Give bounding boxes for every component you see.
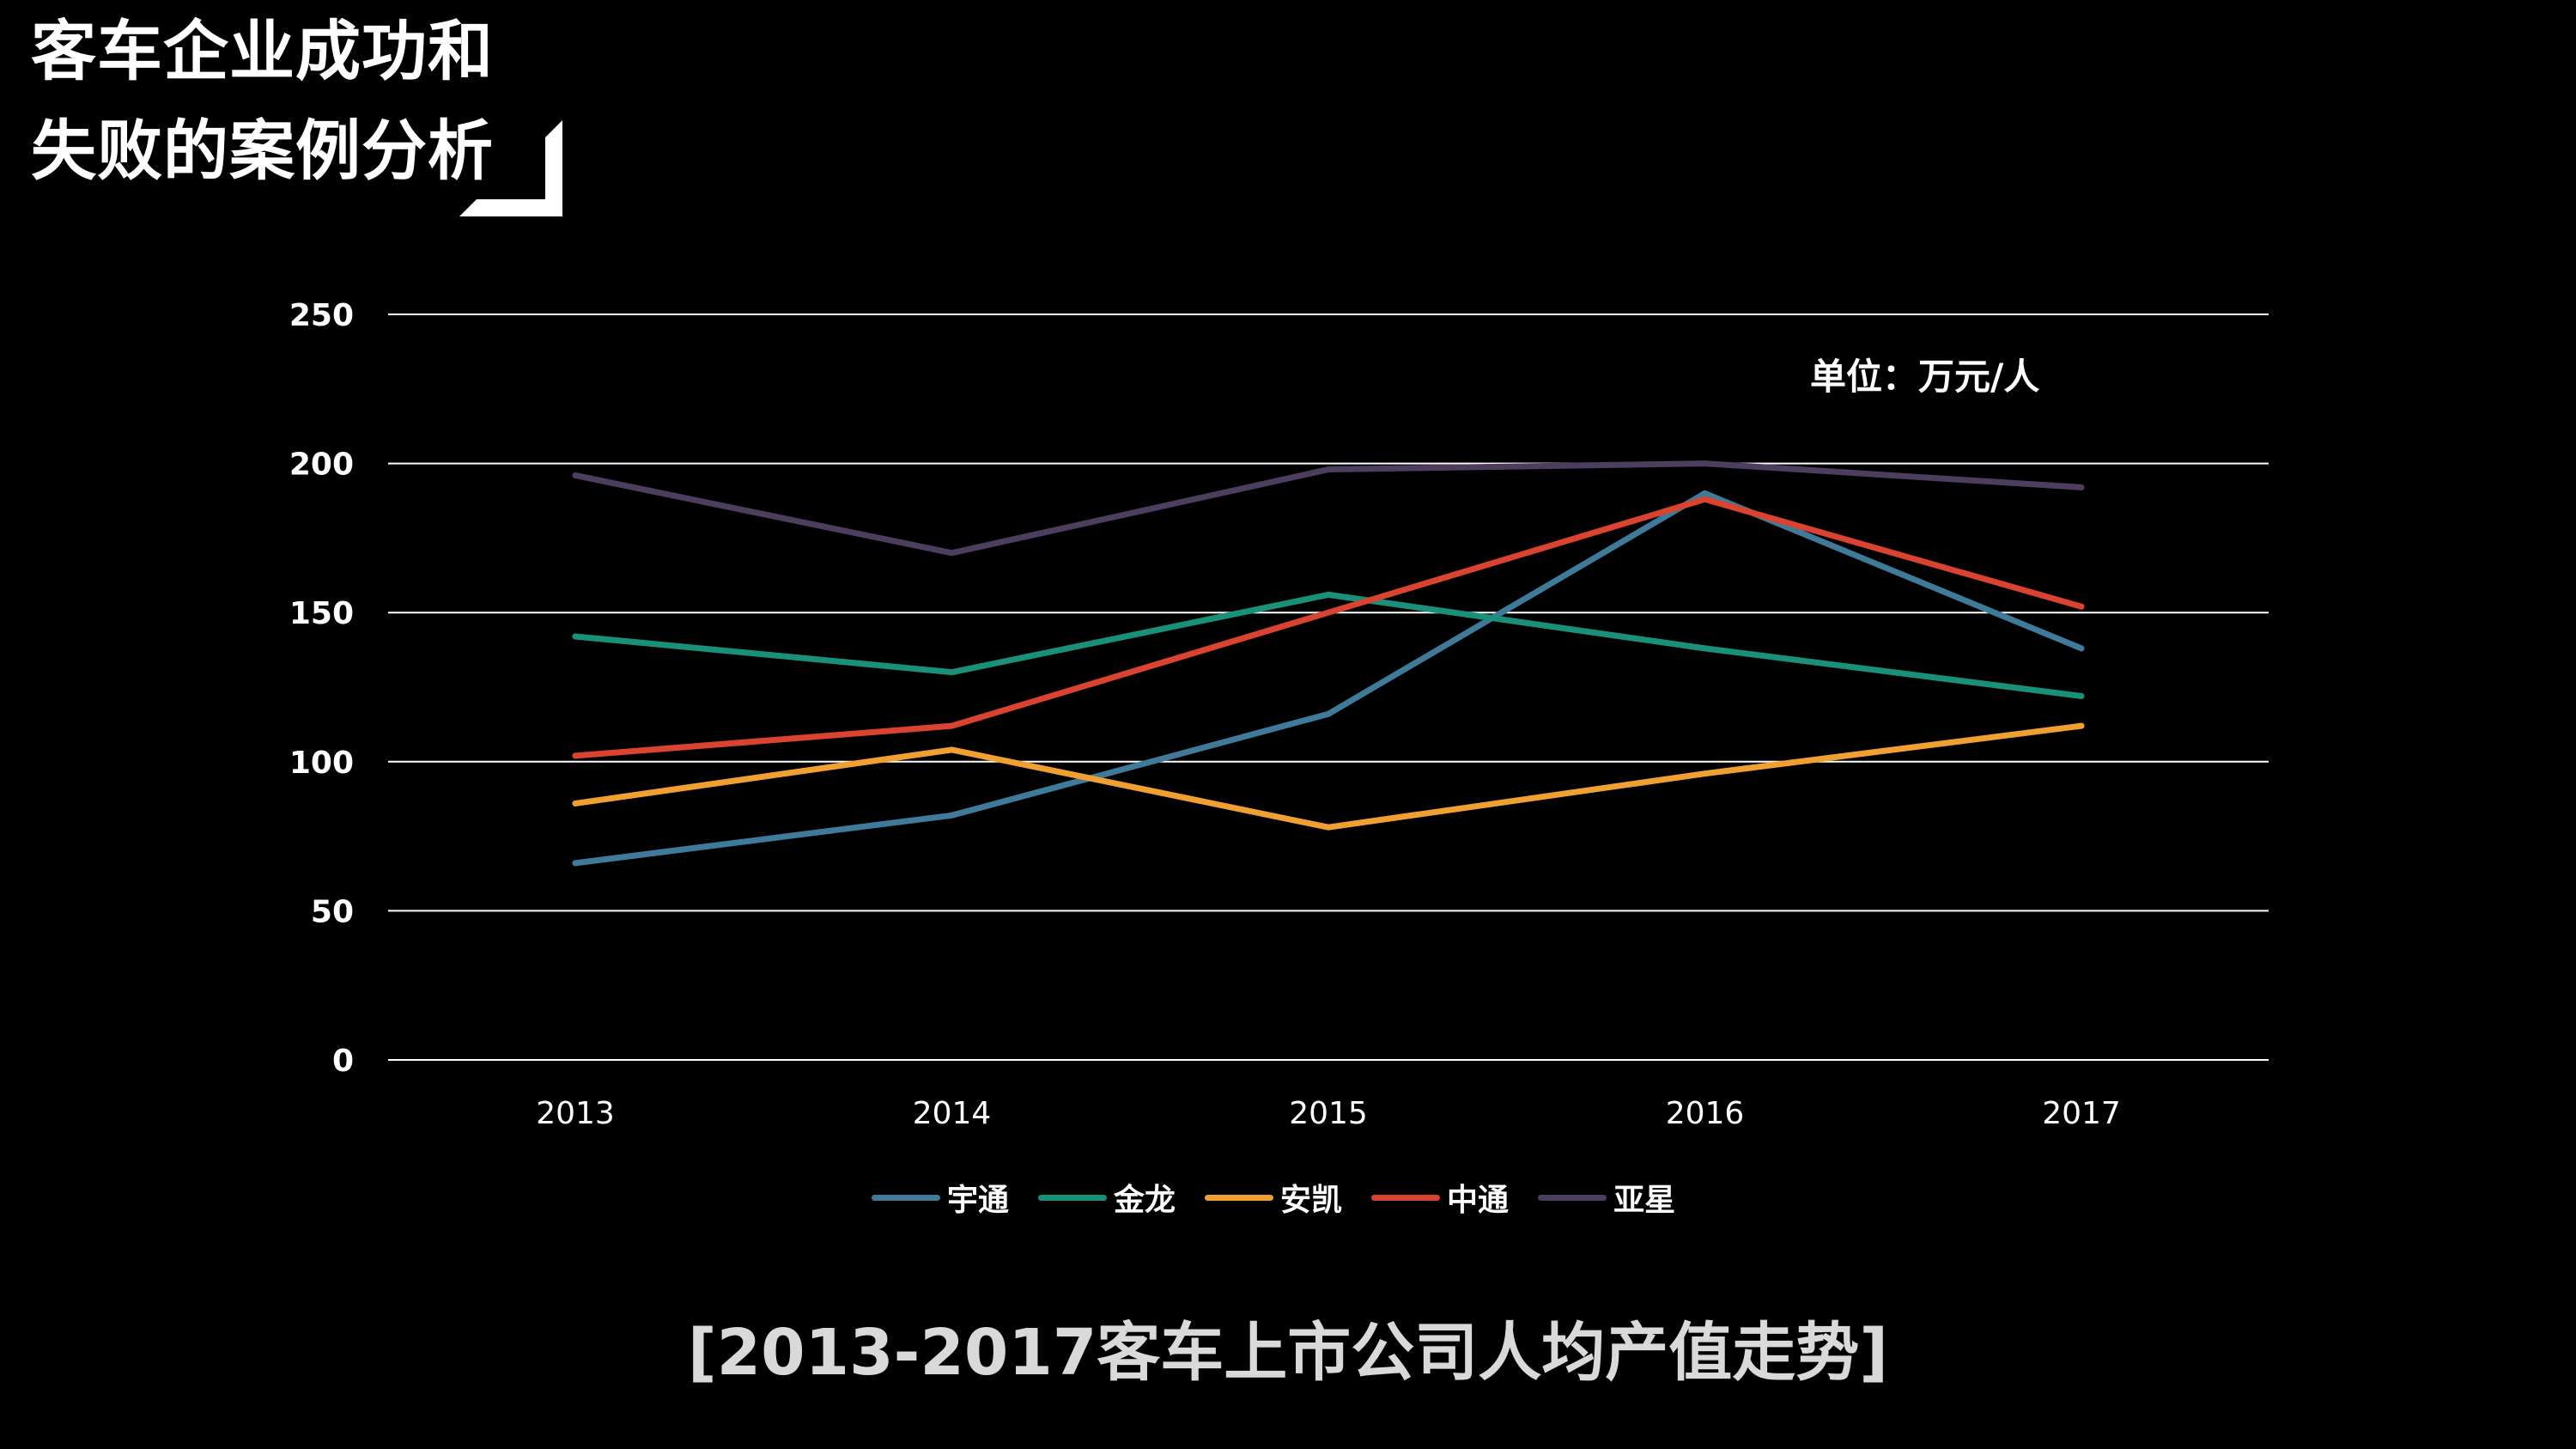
legend-swatch — [1038, 1194, 1108, 1201]
legend-label: 金龙 — [1114, 1183, 1176, 1218]
data-point — [1702, 645, 1708, 652]
data-point — [949, 722, 955, 729]
data-point — [1325, 591, 1332, 598]
data-point — [572, 860, 579, 867]
data-point — [2078, 484, 2085, 490]
legend-item-3: 安凯 — [1205, 1175, 1342, 1220]
legend-item-1: 宇通 — [872, 1175, 1009, 1220]
legend-label: 亚星 — [1613, 1183, 1676, 1218]
data-point — [572, 472, 579, 478]
legend-item-5: 亚星 — [1538, 1175, 1675, 1220]
slide-title-line1: 客车企业成功和 — [31, 13, 494, 89]
x-tick-label: 2017 — [2042, 1096, 2121, 1131]
legend-swatch — [872, 1194, 940, 1201]
title-bracket-decoration — [459, 120, 562, 216]
x-tick-label: 2014 — [913, 1096, 992, 1131]
slide-title-line2: 失败的案例分析 — [31, 113, 494, 189]
data-point — [572, 633, 579, 640]
data-point — [572, 752, 579, 759]
series-line-3 — [572, 722, 2085, 831]
y-tick-label: 50 — [311, 894, 354, 929]
legend-swatch — [1538, 1194, 1607, 1201]
y-tick-label: 100 — [289, 746, 354, 781]
data-point — [1702, 490, 1708, 496]
data-point — [1325, 609, 1332, 616]
data-point — [949, 550, 955, 557]
legend-label: 宇通 — [947, 1183, 1010, 1218]
series-line-4 — [572, 496, 2085, 759]
x-tick-label: 2013 — [536, 1096, 615, 1131]
legend-item-4: 中通 — [1371, 1175, 1509, 1220]
legend-label: 中通 — [1447, 1183, 1510, 1218]
y-tick-label: 200 — [289, 447, 354, 483]
chart-legend: 宇通 金龙 安凯 中通 亚星 — [872, 1175, 1704, 1220]
data-point — [1702, 770, 1708, 777]
legend-swatch — [1205, 1194, 1274, 1201]
y-tick-label: 150 — [289, 596, 354, 631]
data-point — [1325, 710, 1332, 717]
x-tick-label: 2015 — [1289, 1096, 1368, 1131]
y-tick-label: 250 — [289, 298, 354, 333]
series-line-1 — [572, 490, 2085, 867]
data-point — [2078, 603, 2085, 610]
data-point — [1702, 496, 1708, 502]
legend-label: 安凯 — [1280, 1183, 1343, 1218]
data-point — [2078, 692, 2085, 699]
data-point — [2078, 645, 2085, 652]
data-point — [1702, 460, 1708, 467]
data-point — [1325, 466, 1332, 473]
slide-title: 客车企业成功和 失败的案例分析 — [31, 19, 494, 184]
data-point — [949, 669, 955, 676]
data-point — [2078, 722, 2085, 729]
data-point — [949, 812, 955, 819]
data-point — [1325, 824, 1332, 831]
data-point — [572, 800, 579, 807]
data-point — [949, 746, 955, 753]
legend-swatch — [1371, 1194, 1441, 1201]
legend-item-2: 金龙 — [1038, 1175, 1176, 1220]
y-tick-label: 0 — [332, 1044, 354, 1079]
x-tick-label: 2016 — [1666, 1096, 1745, 1131]
chart-caption: [2013-2017客车上市公司人均产值走势] — [687, 1316, 1889, 1390]
chart-unit-label: 单位：万元/人 — [1810, 356, 2040, 398]
